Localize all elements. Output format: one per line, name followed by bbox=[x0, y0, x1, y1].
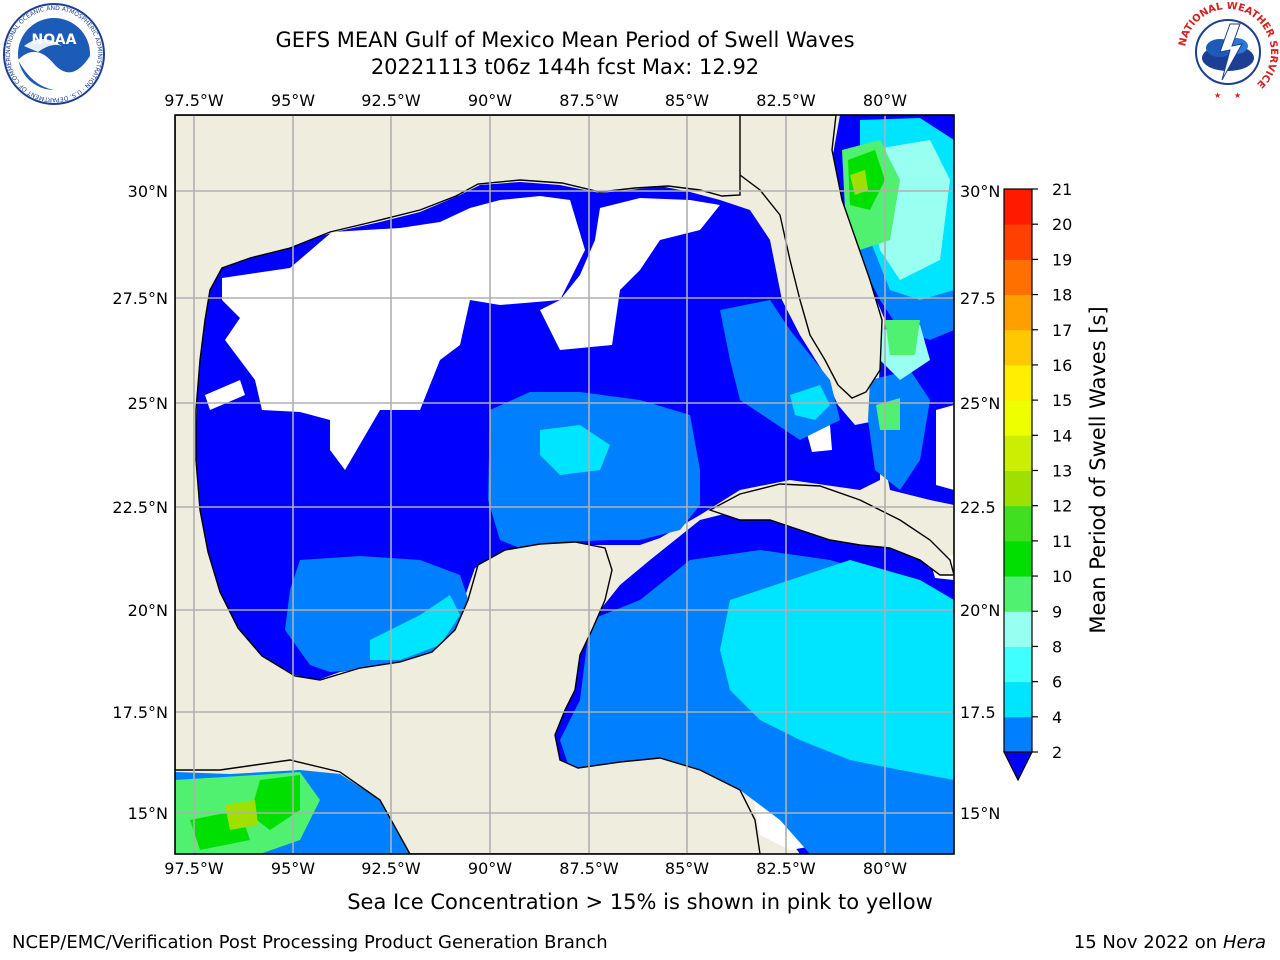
lat-label-right: 20°N bbox=[960, 601, 1000, 620]
colorbar-tick-label: 4 bbox=[1052, 708, 1062, 727]
lon-label-bottom: 95°W bbox=[271, 859, 315, 878]
colorbar-segment bbox=[1004, 364, 1032, 401]
lat-label-right: 27.5 bbox=[960, 289, 996, 308]
colorbar-segment bbox=[1004, 329, 1032, 366]
colorbar-tick-label: 15 bbox=[1052, 391, 1072, 410]
svg-text:★: ★ bbox=[1234, 91, 1241, 100]
lat-label-left: 27.5°N bbox=[112, 289, 168, 308]
credit-line: NCEP/EMC/Verification Post Processing Pr… bbox=[12, 932, 608, 953]
map-frame bbox=[174, 114, 955, 855]
colorbar-title: Mean Period of Swell Waves [s] bbox=[1086, 306, 1110, 633]
lon-label-bottom: 82.5°W bbox=[756, 859, 816, 878]
host-name: Hera bbox=[1222, 932, 1266, 953]
colorbar-segment bbox=[1004, 505, 1032, 542]
colorbar-tick-label: 6 bbox=[1052, 673, 1062, 692]
lat-label-right: 25°N bbox=[960, 394, 1000, 413]
lon-label-top: 95°W bbox=[271, 91, 315, 110]
lon-labels-top: 97.5°W 95°W 92.5°W 90°W 87.5°W 85°W 82.5… bbox=[164, 91, 907, 110]
lat-label-left: 22.5°N bbox=[112, 498, 168, 517]
colorbar-segment bbox=[1004, 611, 1032, 647]
colorbar-segment bbox=[1004, 435, 1032, 471]
lat-label-left: 30°N bbox=[128, 182, 168, 201]
run-date: 15 Nov 2022 on Hera bbox=[1074, 932, 1266, 953]
lat-label-right: 15°N bbox=[960, 804, 1000, 823]
colorbar-segment bbox=[1004, 681, 1032, 718]
colorbar-segment bbox=[1004, 540, 1032, 577]
lon-label-top: 82.5°W bbox=[756, 91, 816, 110]
colorbar-tick-label: 14 bbox=[1052, 426, 1072, 445]
colorbar-tick-label: 21 bbox=[1052, 180, 1072, 199]
run-date-text: 15 Nov 2022 on bbox=[1073, 932, 1218, 953]
florida bbox=[719, 115, 883, 399]
lon-label-top: 97.5°W bbox=[164, 91, 224, 110]
map-area bbox=[175, 115, 954, 854]
colorbar-tick-label: 9 bbox=[1052, 602, 1062, 621]
colorbar-tick-label: 2 bbox=[1052, 743, 1062, 762]
colorbar-tick-label: 16 bbox=[1052, 356, 1072, 375]
lat-label-left: 25°N bbox=[128, 394, 168, 413]
colorbar-segment bbox=[1004, 470, 1032, 507]
lat-label-left: 17.5°N bbox=[112, 703, 168, 722]
lon-label-bottom: 80°W bbox=[863, 859, 907, 878]
colorbar-tick-label: 11 bbox=[1052, 532, 1072, 551]
colorbar-tick-label: 19 bbox=[1052, 250, 1072, 269]
lon-label-top: 90°W bbox=[468, 91, 512, 110]
colorbar-segment bbox=[1004, 576, 1032, 612]
lat-label-right: 17.5 bbox=[960, 703, 996, 722]
sea-ice-note: Sea Ice Concentration > 15% is shown in … bbox=[347, 890, 933, 914]
colorbar-segment bbox=[1004, 259, 1032, 296]
period-12-13s bbox=[225, 170, 868, 830]
lon-label-bottom: 90°W bbox=[468, 859, 512, 878]
svg-text:★: ★ bbox=[1214, 91, 1221, 100]
lon-label-bottom: 87.5°W bbox=[559, 859, 619, 878]
lat-label-right: 22.5 bbox=[960, 498, 996, 517]
colorbar-tick-label: 17 bbox=[1052, 321, 1072, 340]
svg-text:NOAA: NOAA bbox=[32, 32, 77, 48]
colorbar-segment bbox=[1004, 189, 1032, 225]
lon-labels-bottom: 97.5°W 95°W 92.5°W 90°W 87.5°W 85°W 82.5… bbox=[164, 859, 907, 878]
colorbar-tick-label: 18 bbox=[1052, 286, 1072, 305]
map-subtitle: 20221113 t06z 144h fcst Max: 12.92 bbox=[370, 55, 760, 79]
colorbar-tick-label: 20 bbox=[1052, 215, 1072, 234]
colorbar-tick-label: 12 bbox=[1052, 497, 1072, 516]
yucatan-central-america bbox=[175, 115, 761, 854]
lon-label-top: 87.5°W bbox=[559, 91, 619, 110]
colorbar-tick-label: 10 bbox=[1052, 567, 1072, 586]
lat-label-left: 20°N bbox=[128, 601, 168, 620]
lon-label-top: 85°W bbox=[665, 91, 709, 110]
lat-labels-left: 30°N 27.5°N 25°N 22.5°N 20°N 17.5°N 15°N bbox=[112, 182, 168, 823]
colorbar-segment bbox=[1004, 400, 1032, 436]
lat-label-left: 15°N bbox=[128, 804, 168, 823]
map-title: GEFS MEAN Gulf of Mexico Mean Period of … bbox=[275, 28, 855, 52]
lon-label-bottom: 97.5°W bbox=[164, 859, 224, 878]
colorbar-tick-label: 8 bbox=[1052, 637, 1062, 656]
lon-label-bottom: 92.5°W bbox=[361, 859, 421, 878]
graticule bbox=[175, 115, 954, 854]
colorbar-tick-label: 13 bbox=[1052, 462, 1072, 481]
lon-label-top: 92.5°W bbox=[361, 91, 421, 110]
nws-logo: NATIONAL WEATHER SERVICE ★ ★ bbox=[1177, 2, 1279, 100]
colorbar: 2 4 6 8 9 10 11 12 13 14 15 16 17 18 19 20 21 bbox=[1003, 180, 1072, 782]
colorbar-segment bbox=[1004, 294, 1032, 331]
colorbar-segment bbox=[1004, 224, 1032, 260]
lat-label-right: 30°N bbox=[960, 182, 1000, 201]
colorbar-extend-min bbox=[1003, 751, 1033, 782]
lon-label-top: 80°W bbox=[863, 91, 907, 110]
colorbar-segment bbox=[1004, 716, 1032, 753]
lat-labels-right: 30°N 27.5 25°N 22.5 20°N 17.5 15°N bbox=[960, 182, 1000, 823]
noaa-logo: NATIONAL OCEANIC AND ATMOSPHERIC ADMINIS… bbox=[2, 2, 105, 105]
lon-label-bottom: 85°W bbox=[665, 859, 709, 878]
colorbar-segment bbox=[1004, 646, 1032, 683]
